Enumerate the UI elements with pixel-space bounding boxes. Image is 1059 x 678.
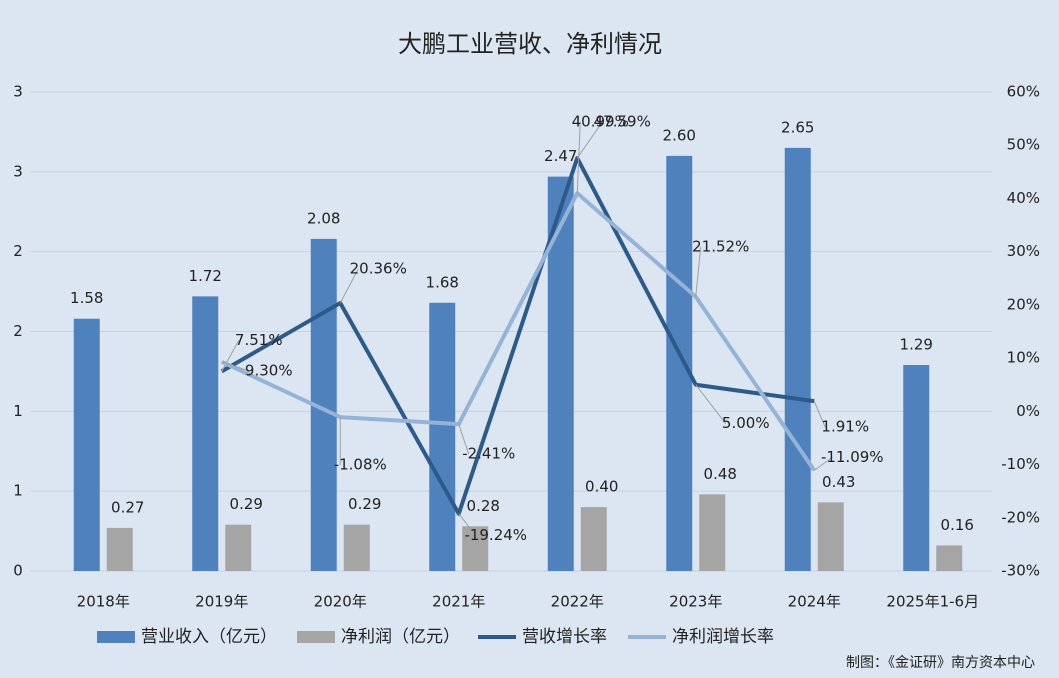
line-value-label: 9.30% bbox=[245, 361, 293, 379]
legend-label: 营业收入（亿元） bbox=[141, 627, 277, 647]
bar-value-label: 2.08 bbox=[307, 209, 340, 227]
y-tick-label: 0 bbox=[13, 562, 23, 580]
y2-tick-label: -30% bbox=[1001, 562, 1040, 580]
x-tick-label: 2024年 bbox=[788, 593, 841, 611]
legend-label: 净利润增长率 bbox=[672, 627, 774, 647]
legend-swatch bbox=[297, 631, 335, 643]
bar bbox=[343, 524, 370, 571]
bar bbox=[73, 318, 100, 571]
line-value-label: -19.24% bbox=[464, 526, 527, 544]
leader-line bbox=[221, 340, 240, 372]
bar bbox=[106, 527, 133, 571]
x-tick-label: 2020年 bbox=[314, 593, 367, 611]
line-value-label: 5.00% bbox=[722, 414, 770, 432]
y-tick-label: 3 bbox=[13, 83, 23, 101]
bar bbox=[225, 524, 252, 571]
line-value-label: 20.36% bbox=[350, 259, 407, 277]
bar-value-label: 0.40 bbox=[585, 478, 618, 496]
y2-tick-label: 30% bbox=[1007, 242, 1040, 260]
legend-label: 净利润（亿元） bbox=[341, 627, 460, 647]
bar-value-label: 0.27 bbox=[111, 498, 144, 516]
y2-tick-label: -20% bbox=[1001, 508, 1040, 526]
bar-value-label: 2.47 bbox=[544, 147, 577, 165]
y2-tick-label: 60% bbox=[1007, 83, 1040, 101]
bar-value-label: 1.58 bbox=[70, 289, 103, 307]
x-tick-label: 2018年 bbox=[77, 593, 130, 611]
x-tick-label: 2022年 bbox=[551, 593, 604, 611]
bar-value-label: 2.65 bbox=[781, 118, 814, 136]
y-tick-label: 1 bbox=[13, 402, 23, 420]
bar-value-label: 0.48 bbox=[704, 465, 737, 483]
bar-value-label: 0.29 bbox=[230, 495, 263, 513]
y-tick-label: 2 bbox=[13, 242, 23, 260]
leader-line bbox=[339, 268, 359, 304]
bar bbox=[936, 545, 963, 571]
bar-value-label: 0.28 bbox=[467, 497, 500, 515]
y-tick-label: 1 bbox=[13, 482, 23, 500]
leader-line bbox=[695, 384, 727, 425]
bar bbox=[817, 502, 844, 571]
bar bbox=[903, 365, 930, 571]
bar-value-label: 1.72 bbox=[189, 267, 222, 285]
leader-line bbox=[695, 246, 702, 297]
x-tick-label: 2021年 bbox=[432, 593, 485, 611]
line-value-label: 1.91% bbox=[821, 418, 869, 436]
leader-line bbox=[813, 456, 833, 471]
y2-tick-label: 20% bbox=[1007, 295, 1040, 313]
bar bbox=[580, 507, 607, 571]
bar-value-label: 0.29 bbox=[348, 495, 381, 513]
line-value-label: 47.59% bbox=[594, 113, 651, 131]
legend-label: 营收增长率 bbox=[522, 627, 607, 647]
y2-tick-label: 10% bbox=[1007, 349, 1040, 367]
line-value-label: 7.51% bbox=[235, 331, 283, 349]
y2-tick-label: -10% bbox=[1001, 455, 1040, 473]
leader-line bbox=[813, 400, 826, 428]
bar bbox=[784, 147, 811, 571]
leader-line bbox=[576, 122, 581, 194]
y-tick-label: 3 bbox=[13, 162, 23, 180]
bar bbox=[192, 296, 219, 571]
x-tick-label: 2019年 bbox=[195, 593, 248, 611]
leader-line bbox=[221, 361, 249, 372]
y2-tick-label: 40% bbox=[1007, 189, 1040, 207]
bar-value-label: 0.43 bbox=[822, 473, 855, 491]
bar bbox=[429, 302, 456, 571]
bar-value-label: 0.16 bbox=[941, 516, 974, 534]
legend-swatch bbox=[97, 631, 135, 643]
line bbox=[220, 156, 815, 516]
bar bbox=[462, 526, 489, 571]
bar-value-label: 1.68 bbox=[426, 273, 459, 291]
bar-value-label: 2.60 bbox=[663, 126, 696, 144]
leader-line bbox=[458, 513, 477, 537]
leader-line bbox=[576, 121, 603, 159]
y-tick-label: 2 bbox=[13, 322, 23, 340]
line-value-label: 40.99% bbox=[572, 113, 629, 131]
line-value-label: -11.09% bbox=[821, 448, 884, 466]
bar bbox=[699, 494, 726, 571]
source-note: 制图：《金证研》南方资本中心 bbox=[846, 655, 1035, 671]
line bbox=[220, 191, 816, 472]
bar-value-label: 1.29 bbox=[900, 336, 933, 354]
chart-title: 大鹏工业营收、净利情况 bbox=[398, 30, 662, 58]
line-value-label: -2.41% bbox=[462, 445, 515, 463]
bar bbox=[666, 155, 693, 571]
line-value-label: 21.52% bbox=[692, 237, 749, 255]
leader-line bbox=[458, 424, 470, 455]
x-tick-label: 2023年 bbox=[669, 593, 722, 611]
line-value-label: -1.08% bbox=[334, 456, 387, 474]
x-tick-label: 2025年1-6月 bbox=[886, 593, 979, 611]
y2-tick-label: 0% bbox=[1016, 402, 1040, 420]
y2-tick-label: 50% bbox=[1007, 136, 1040, 154]
